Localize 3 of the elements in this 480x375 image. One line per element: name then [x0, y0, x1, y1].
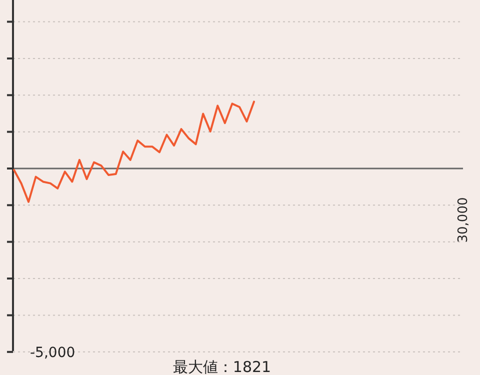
text: -5,000	[30, 345, 76, 361]
text: 30,000	[456, 197, 471, 243]
text: 最大値：1821	[172, 358, 272, 375]
